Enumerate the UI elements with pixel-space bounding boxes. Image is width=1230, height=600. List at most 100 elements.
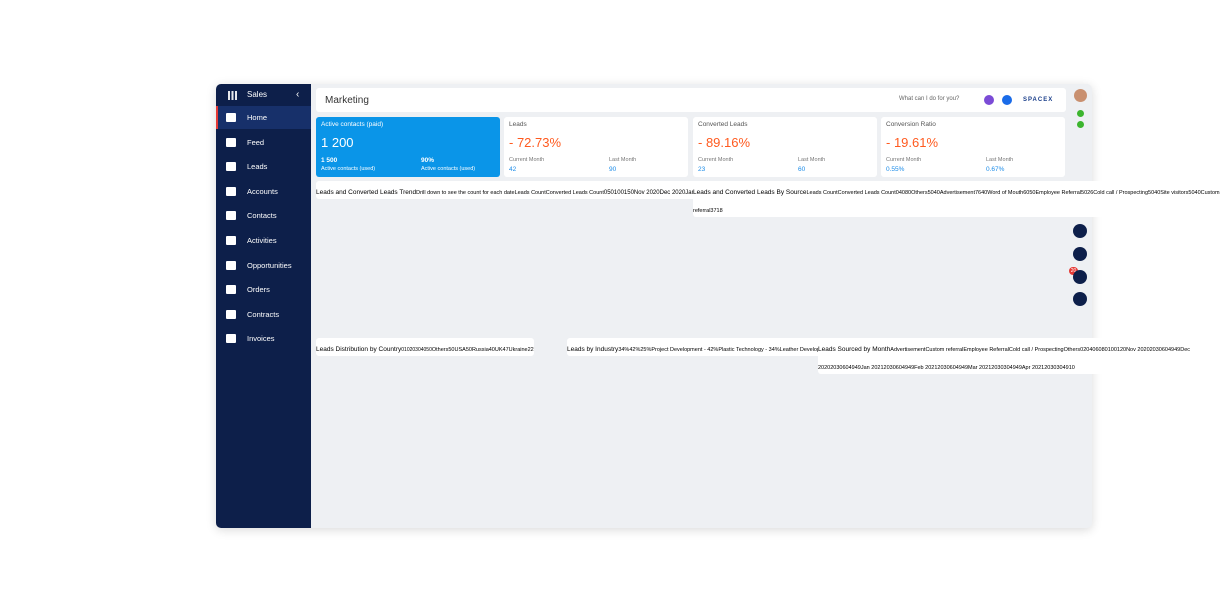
data-label: 30: [997, 365, 1004, 371]
kpi-stat-label: Current Month: [886, 157, 922, 163]
menu-icon: [226, 334, 236, 344]
y-tick-label: 50: [607, 190, 614, 196]
data-label: 49: [908, 365, 915, 371]
x-tick-label: Advertisement: [939, 190, 975, 196]
menu-item[interactable]: Home: [247, 113, 268, 122]
data-label: 50: [927, 190, 934, 196]
data-label: 42%: [629, 347, 641, 353]
y-tick-label: 80: [904, 190, 912, 196]
data-label: 60: [1023, 190, 1030, 196]
x-tick-label: Others: [911, 190, 928, 196]
x-tick-label: Nov 2020: [633, 190, 660, 196]
help-icon[interactable]: [1077, 121, 1084, 128]
x-tick-label: Apr 2021: [1021, 365, 1045, 371]
kpi-title: Conversion Ratio: [886, 121, 936, 128]
menu-icon: [226, 260, 236, 270]
data-label: 30: [1056, 365, 1063, 371]
kpi-stat-label: Current Month: [509, 157, 545, 163]
data-label: 50: [1081, 190, 1088, 196]
kpi-stat-label: Active contacts (used): [421, 166, 476, 172]
y-tick-label: 0: [1080, 347, 1084, 353]
data-label: 49: [1174, 347, 1181, 353]
y-tick-label: 20: [1083, 347, 1090, 353]
y-tick-label: 80: [1101, 347, 1108, 353]
chart-panel: Leads Sourced by MonthAdvertisementCusto…: [818, 338, 1230, 374]
x-tick-label: 10: [404, 347, 410, 353]
y-tick-label: 120: [1116, 347, 1127, 353]
chart-title: Leads by Industry: [567, 346, 619, 353]
data-label: 10: [1068, 365, 1075, 371]
legend-label: Custom referral: [925, 347, 964, 353]
menu-item[interactable]: Invoices: [247, 334, 275, 344]
kpi-stat-label: Active contacts (used): [321, 166, 376, 172]
data-label: 49: [1009, 365, 1016, 371]
rail-button[interactable]: [1073, 247, 1087, 261]
data-label: 60: [949, 365, 956, 371]
chart-title: Leads Sourced by Month: [818, 346, 891, 353]
data-label: 50: [448, 347, 455, 353]
kpi-card: [881, 117, 1065, 177]
menu-item[interactable]: Opportunities: [247, 260, 292, 270]
data-label: 20: [883, 365, 890, 371]
collapse-icon[interactable]: ‹: [296, 89, 300, 100]
logo: SPACEX: [1023, 97, 1054, 103]
assistant-button[interactable]: [984, 95, 994, 105]
menu-icon: [226, 309, 236, 319]
menu-item[interactable]: Accounts: [247, 186, 278, 196]
chart-title: Leads and Converted Leads Trend: [316, 189, 417, 196]
data-label: 49: [901, 365, 909, 371]
x-tick-label: Jan 2021: [860, 365, 884, 371]
menu-item[interactable]: Leads: [247, 162, 268, 172]
legend-label: Cold call / Prospecting: [1008, 347, 1064, 353]
menu-item[interactable]: Feed: [247, 137, 265, 147]
legend-label: Project Development - 42%: [651, 347, 719, 353]
data-label: 20: [830, 365, 837, 371]
y-tick-label: 100: [613, 190, 624, 196]
kpi-stat-value: 60: [798, 166, 806, 173]
x-tick-label: Nov 2020: [1126, 347, 1150, 353]
data-label: 49: [955, 365, 962, 371]
add-button[interactable]: [1002, 95, 1012, 105]
kpi-stat-label: Last Month: [609, 157, 637, 163]
kpi-card: [316, 117, 500, 177]
kpi-card: [693, 117, 877, 177]
page-title: Marketing: [325, 95, 369, 106]
app-switcher[interactable]: Sales: [247, 90, 268, 99]
data-label: 20: [1149, 347, 1156, 353]
rail-button[interactable]: [1073, 270, 1087, 284]
data-label: 30: [1050, 365, 1057, 371]
kpi-stat-value: 0.55%: [886, 166, 905, 173]
y-tick-label: 0: [603, 190, 608, 196]
data-label: 50: [465, 347, 472, 353]
legend-label: Leads Count: [806, 190, 838, 196]
y-tick-label: 40: [898, 190, 905, 196]
data-label: 34%: [618, 347, 630, 353]
kpi-stat-value: 90%: [421, 157, 435, 164]
menu-item[interactable]: Contacts: [247, 211, 277, 221]
kpi-stat-value: 23: [698, 166, 706, 173]
rail-button[interactable]: [1073, 292, 1087, 306]
x-tick-label: Feb 2021: [914, 365, 938, 371]
data-label: 40: [488, 347, 495, 353]
data-label: 37: [710, 208, 717, 214]
legend-label: Advertisement: [890, 347, 926, 353]
y-tick-label: Ukraine: [508, 347, 528, 353]
settings-icon[interactable]: [1077, 110, 1084, 117]
kpi-stat-label: Last Month: [798, 157, 826, 163]
menu-icon: [226, 285, 236, 295]
kpi-stat-value: 1 500: [321, 157, 338, 164]
top-bar: [316, 88, 1066, 112]
avatar[interactable]: [1074, 89, 1087, 102]
menu-item[interactable]: Activities: [247, 236, 277, 245]
legend-label: Others: [1063, 347, 1081, 353]
data-label: 76: [975, 190, 982, 196]
rail-button[interactable]: [1073, 224, 1087, 238]
x-tick-label: Word of Mouth: [987, 190, 1024, 196]
search[interactable]: What can I do for you?: [899, 96, 960, 102]
menu-item[interactable]: Orders: [247, 285, 270, 295]
x-tick-label: Custom referral: [693, 190, 1220, 214]
menu-item[interactable]: Contracts: [247, 309, 280, 319]
x-tick-label: Cold call / Prospecting: [1093, 190, 1149, 196]
data-label: 26: [1087, 190, 1094, 196]
data-label: 30: [836, 365, 843, 371]
